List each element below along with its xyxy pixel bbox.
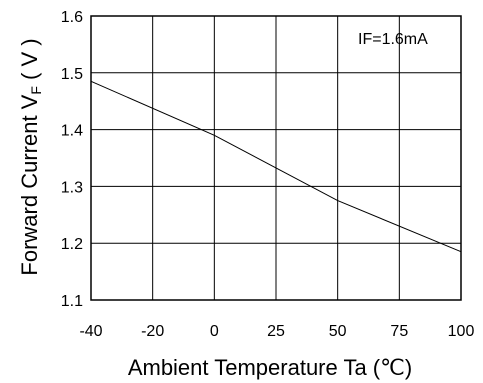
x-axis-title: Ambient Temperature Ta (℃) xyxy=(128,355,412,380)
x-tick-label: 0 xyxy=(210,323,219,340)
annotation-label: IF=1.6mA xyxy=(358,31,428,48)
y-axis-title-subscript: F xyxy=(28,86,44,95)
x-tick-label: 100 xyxy=(448,323,475,340)
y-tick-label: 1.2 xyxy=(61,236,83,253)
x-tick-label: -40 xyxy=(79,323,102,340)
x-tick-label: 75 xyxy=(390,323,408,340)
x-tick-label: 25 xyxy=(267,323,285,340)
y-tick-label: 1.1 xyxy=(61,293,83,310)
grid xyxy=(91,16,461,300)
y-tick-label: 1.4 xyxy=(61,123,83,140)
y-tick-label: 1.6 xyxy=(61,9,83,26)
x-tick-labels: -40 -20 0 25 50 75 100 xyxy=(79,323,474,340)
plot-frame xyxy=(90,15,462,301)
y-tick-label: 1.5 xyxy=(61,66,83,83)
y-tick-label: 1.3 xyxy=(61,179,83,196)
y-axis-title-unit: ( V ) xyxy=(17,38,42,86)
x-tick-label: 50 xyxy=(329,323,347,340)
series-line xyxy=(90,80,462,253)
y-axis-title-main: Forward Current V xyxy=(17,94,42,275)
x-tick-label: -20 xyxy=(141,323,164,340)
y-tick-labels: 1.1 1.2 1.3 1.4 1.5 1.6 xyxy=(61,9,83,310)
y-axis-title: Forward Current VF ( V ) xyxy=(17,38,44,275)
